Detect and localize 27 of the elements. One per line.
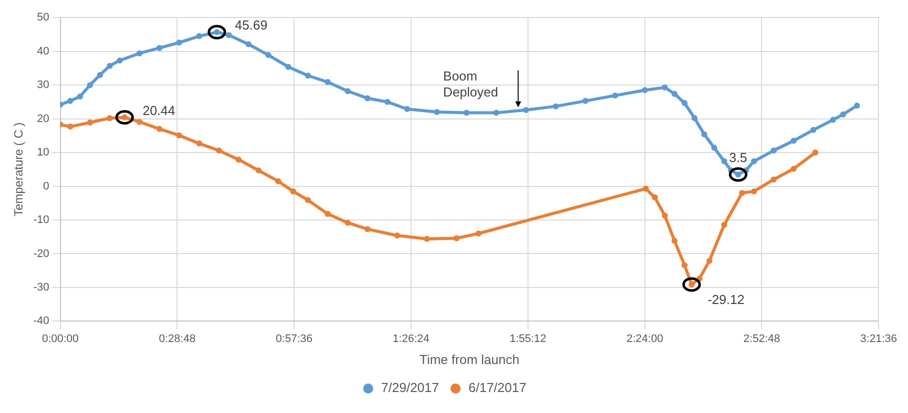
y-tick-label: -20 [33,248,50,260]
x-tick-label: 0:57:36 [276,332,312,345]
annotation: 20.44 [142,102,176,118]
x-tick-label: 0:28:48 [158,332,196,345]
y-tick-label: 10 [37,146,50,159]
x-axis-title: Time from launch [420,352,520,367]
annotation: -29.12 [708,292,744,308]
y-axis-title: Temperature ( C ) [12,122,26,216]
y-tick-label: 0 [43,180,50,192]
annotation: Boom Deployed [443,68,498,100]
x-tick-label: 1:55:12 [510,332,546,345]
x-tick-label: 1:26:24 [392,332,430,345]
x-tick-label: 3:21:36 [860,332,897,345]
y-tick-label: 20 [37,112,50,125]
annotation: 3.5 [729,150,748,166]
legend-label: 7/29/2017 [381,380,440,396]
x-tick-label: 0:00:00 [42,332,79,345]
legend-label: 6/17/2017 [468,380,526,396]
annotation: 45.69 [234,18,268,33]
x-tick-label: 2:52:48 [743,332,780,345]
y-tick-label: 50 [37,12,50,24]
x-tick-label: 2:24:00 [626,332,664,345]
y-tick-label: -10 [33,214,50,226]
y-tick-label: -40 [33,315,50,328]
y-tick-label: 40 [37,45,50,58]
y-tick-label: 30 [37,79,50,92]
y-tick-label: -30 [33,282,50,294]
